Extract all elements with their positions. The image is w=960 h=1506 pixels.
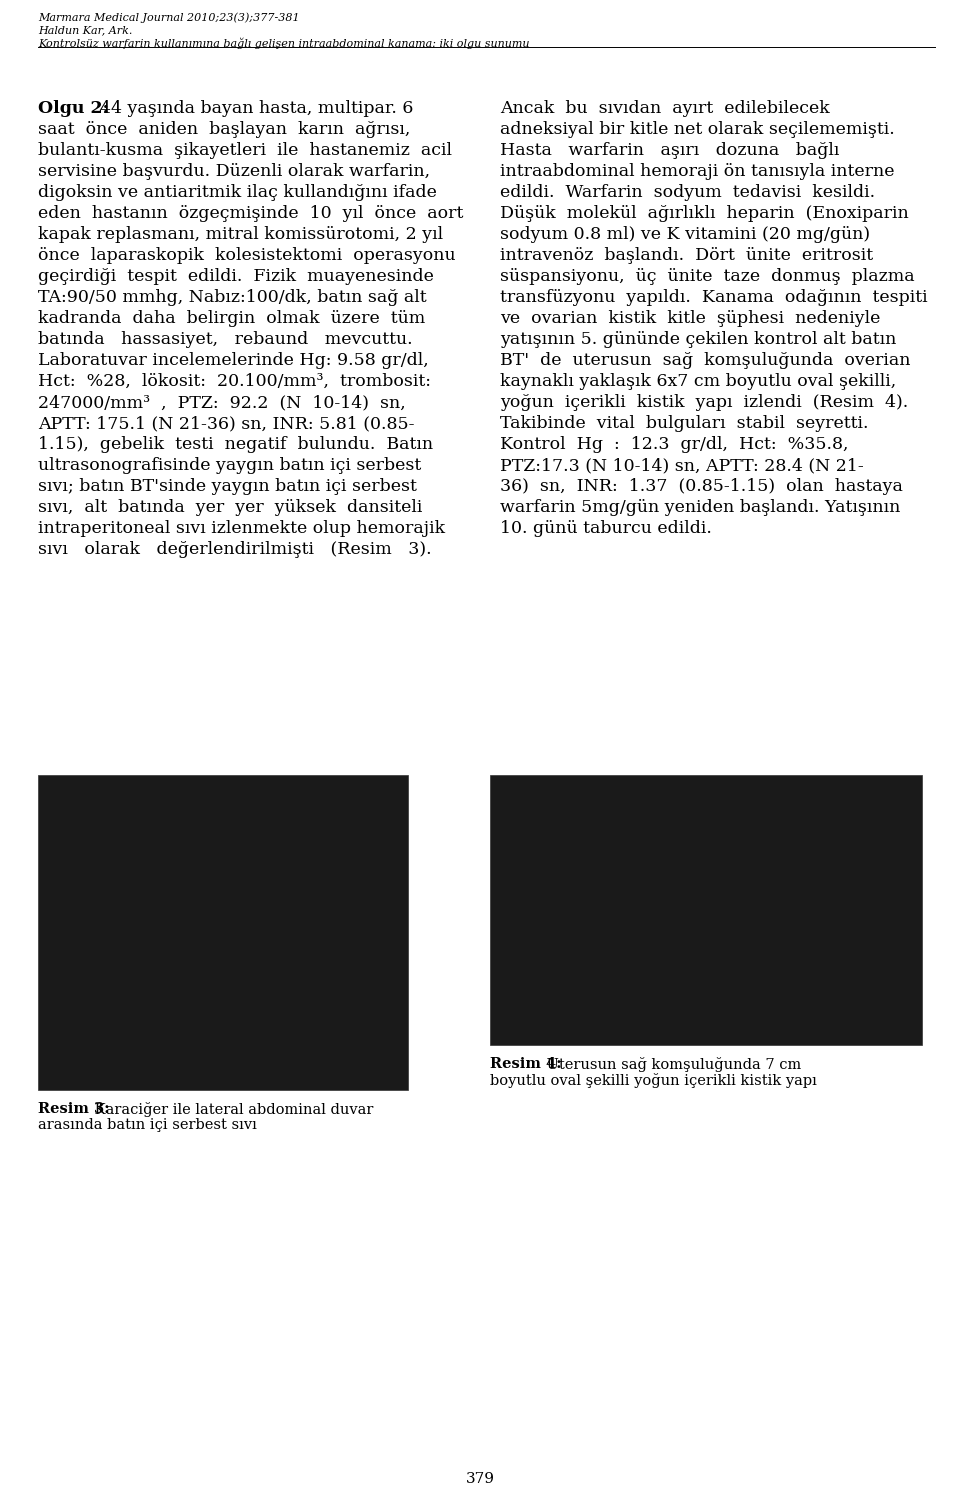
- Text: süspansiyonu,  üç  ünite  taze  donmuş  plazma: süspansiyonu, üç ünite taze donmuş plazm…: [500, 268, 915, 285]
- Text: yoğun  içerikli  kistik  yapı  izlendi  (Resim  4).: yoğun içerikli kistik yapı izlendi (Resi…: [500, 395, 908, 411]
- Text: Marmara Medical Journal 2010;23(3);377-381: Marmara Medical Journal 2010;23(3);377-3…: [38, 12, 300, 23]
- Text: adneksiyal bir kitle net olarak seçilememişti.: adneksiyal bir kitle net olarak seçileme…: [500, 120, 895, 139]
- Text: sıvı,  alt  batında  yer  yer  yüksek  dansiteli: sıvı, alt batında yer yer yüksek dansite…: [38, 498, 422, 517]
- Text: Olgu 2:: Olgu 2:: [38, 99, 109, 117]
- Text: kadranda  daha  belirgin  olmak  üzere  tüm: kadranda daha belirgin olmak üzere tüm: [38, 310, 425, 327]
- Text: bulantı-kusma  şikayetleri  ile  hastanemiz  acil: bulantı-kusma şikayetleri ile hastanemiz…: [38, 142, 452, 160]
- Text: batında   hassasiyet,   rebaund   mevcuttu.: batında hassasiyet, rebaund mevcuttu.: [38, 331, 413, 348]
- Text: sıvı; batın BT'sinde yaygın batın içi serbest: sıvı; batın BT'sinde yaygın batın içi se…: [38, 477, 417, 495]
- Text: Resim 3:: Resim 3:: [38, 1102, 109, 1116]
- Text: intraperitoneal sıvı izlenmekte olup hemorajik: intraperitoneal sıvı izlenmekte olup hem…: [38, 520, 445, 538]
- Text: Laboratuvar incelemelerinde Hg: 9.58 gr/dl,: Laboratuvar incelemelerinde Hg: 9.58 gr/…: [38, 352, 429, 369]
- Text: sodyum 0.8 ml) ve K vitamini (20 mg/gün): sodyum 0.8 ml) ve K vitamini (20 mg/gün): [500, 226, 870, 242]
- Text: yatışının 5. gününde çekilen kontrol alt batın: yatışının 5. gününde çekilen kontrol alt…: [500, 331, 897, 348]
- Text: Resim 4:: Resim 4:: [490, 1057, 562, 1071]
- Text: servisine başvurdu. Düzenli olarak warfarin,: servisine başvurdu. Düzenli olarak warfa…: [38, 163, 430, 181]
- Text: Kontrol  Hg  :  12.3  gr/dl,  Hct:  %35.8,: Kontrol Hg : 12.3 gr/dl, Hct: %35.8,: [500, 437, 849, 453]
- Text: 379: 379: [466, 1471, 494, 1486]
- Text: Ancak  bu  sıvıdan  ayırt  edilebilecek: Ancak bu sıvıdan ayırt edilebilecek: [500, 99, 829, 117]
- Text: geçirdiği  tespit  edildi.  Fizik  muayenesinde: geçirdiği tespit edildi. Fizik muayenesi…: [38, 268, 434, 285]
- Text: 1.15),  gebelik  testi  negatif  bulundu.  Batın: 1.15), gebelik testi negatif bulundu. Ba…: [38, 437, 433, 453]
- Text: Hasta   warfarin   aşırı   dozuna   bağlı: Hasta warfarin aşırı dozuna bağlı: [500, 142, 839, 160]
- Text: 247000/mm³  ,  PTZ:  92.2  (N  10-14)  sn,: 247000/mm³ , PTZ: 92.2 (N 10-14) sn,: [38, 395, 406, 411]
- Text: PTZ:17.3 (N 10-14) sn, APTT: 28.4 (N 21-: PTZ:17.3 (N 10-14) sn, APTT: 28.4 (N 21-: [500, 456, 864, 474]
- Text: BT'  de  uterusun  sağ  komşuluğunda  overian: BT' de uterusun sağ komşuluğunda overian: [500, 352, 910, 369]
- Text: eden  hastanın  özgeçmişinde  10  yıl  önce  aort: eden hastanın özgeçmişinde 10 yıl önce a…: [38, 205, 464, 221]
- Text: transfüzyonu  yapıldı.  Kanama  odağının  tespiti: transfüzyonu yapıldı. Kanama odağının te…: [500, 289, 927, 306]
- Text: Uterusun sağ komşuluğunda 7 cm: Uterusun sağ komşuluğunda 7 cm: [542, 1057, 802, 1072]
- Text: kapak replasmanı, mitral komissürotomi, 2 yıl: kapak replasmanı, mitral komissürotomi, …: [38, 226, 444, 242]
- Text: Hct:  %28,  lökosit:  20.100/mm³,  trombosit:: Hct: %28, lökosit: 20.100/mm³, trombosit…: [38, 373, 431, 390]
- Text: 36)  sn,  INR:  1.37  (0.85-1.15)  olan  hastaya: 36) sn, INR: 1.37 (0.85-1.15) olan hasta…: [500, 477, 902, 495]
- Text: boyutlu oval şekilli yoğun içerikli kistik yapı: boyutlu oval şekilli yoğun içerikli kist…: [490, 1072, 817, 1087]
- Text: APTT: 175.1 (N 21-36) sn, INR: 5.81 (0.85-: APTT: 175.1 (N 21-36) sn, INR: 5.81 (0.8…: [38, 416, 415, 432]
- Text: TA:90/50 mmhg, Nabız:100/dk, batın sağ alt: TA:90/50 mmhg, Nabız:100/dk, batın sağ a…: [38, 289, 426, 306]
- Text: Kontrolsüz warfarin kullanımına bağlı gelişen intraabdominal kanama: iki olgu su: Kontrolsüz warfarin kullanımına bağlı ge…: [38, 38, 530, 48]
- Text: kaynaklı yaklaşık 6x7 cm boyutlu oval şekilli,: kaynaklı yaklaşık 6x7 cm boyutlu oval şe…: [500, 373, 897, 390]
- Text: edildi.  Warfarin  sodyum  tedavisi  kesildi.: edildi. Warfarin sodyum tedavisi kesildi…: [500, 184, 876, 200]
- Text: 10. günü taburcu edildi.: 10. günü taburcu edildi.: [500, 520, 712, 538]
- Text: ultrasonografisinde yaygın batın içi serbest: ultrasonografisinde yaygın batın içi ser…: [38, 456, 421, 474]
- Bar: [38, 776, 408, 1090]
- Text: 44 yaşında bayan hasta, multipar. 6: 44 yaşında bayan hasta, multipar. 6: [100, 99, 414, 117]
- Text: intravenöz  başlandı.  Dört  ünite  eritrosit: intravenöz başlandı. Dört ünite eritrosi…: [500, 247, 874, 264]
- Text: arasında batın içi serbest sıvı: arasında batın içi serbest sıvı: [38, 1117, 257, 1133]
- Text: Haldun Kar, Ark.: Haldun Kar, Ark.: [38, 26, 132, 35]
- Text: ve  ovarian  kistik  kitle  şüphesi  nedeniyle: ve ovarian kistik kitle şüphesi nedeniyl…: [500, 310, 880, 327]
- Text: Düşük  molekül  ağırlıklı  heparin  (Enoxiparin: Düşük molekül ağırlıklı heparin (Enoxipa…: [500, 205, 909, 221]
- Text: Takibinde  vital  bulguları  stabil  seyretti.: Takibinde vital bulguları stabil seyrett…: [500, 416, 869, 432]
- Text: warfarin 5mg/gün yeniden başlandı. Yatışının: warfarin 5mg/gün yeniden başlandı. Yatış…: [500, 498, 900, 517]
- Bar: [490, 776, 922, 1045]
- Text: intraabdominal hemoraji ön tanısıyla interne: intraabdominal hemoraji ön tanısıyla int…: [500, 163, 895, 181]
- Text: digoksin ve antiaritmik ilaç kullandığını ifade: digoksin ve antiaritmik ilaç kullandığın…: [38, 184, 437, 200]
- Text: önce  laparaskopik  kolesistektomi  operasyonu: önce laparaskopik kolesistektomi operasy…: [38, 247, 456, 264]
- Text: sıvı   olarak   değerlendirilmişti   (Resim   3).: sıvı olarak değerlendirilmişti (Resim 3)…: [38, 541, 432, 559]
- Text: Karaciğer ile lateral abdominal duvar: Karaciğer ile lateral abdominal duvar: [90, 1102, 373, 1117]
- Text: saat  önce  aniden  başlayan  karın  ağrısı,: saat önce aniden başlayan karın ağrısı,: [38, 120, 410, 139]
